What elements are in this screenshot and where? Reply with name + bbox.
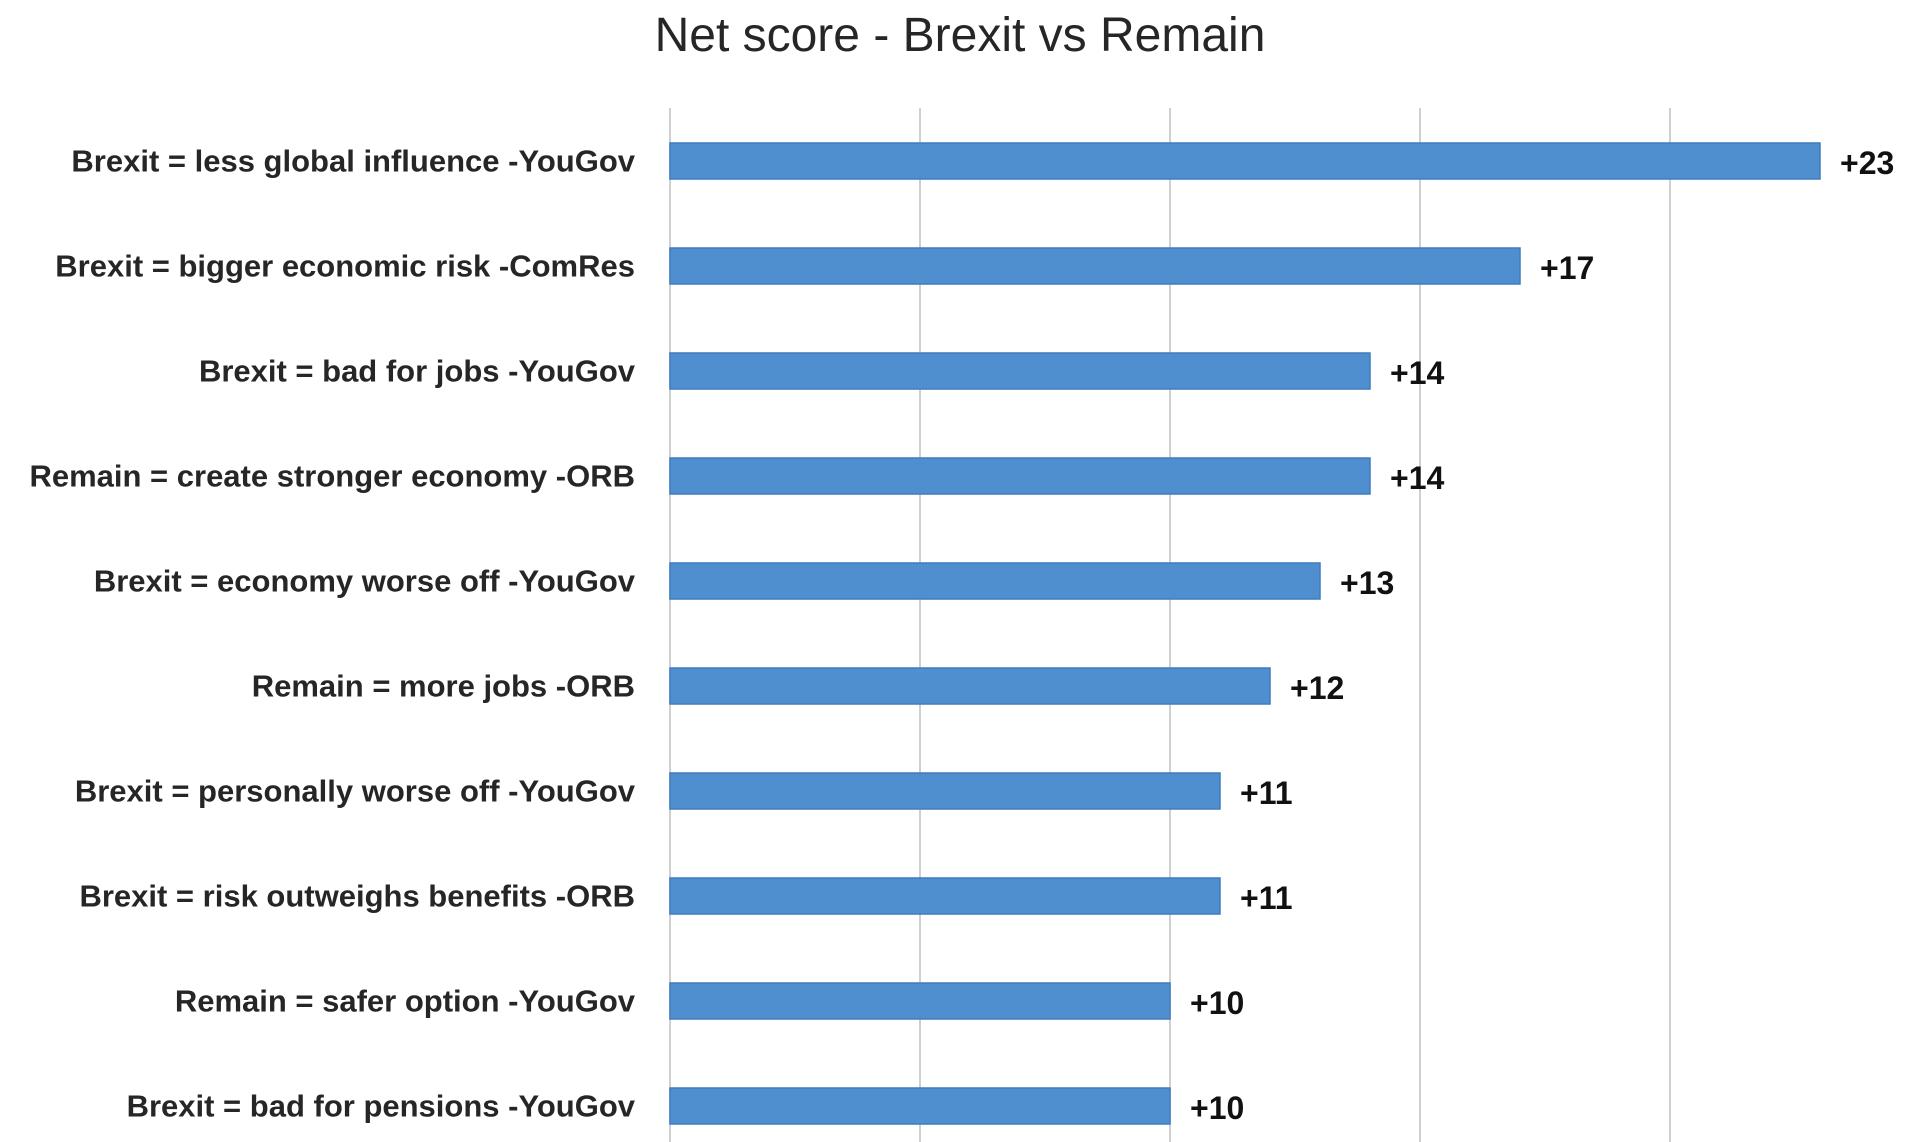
category-label: Remain = create stronger economy -ORB [29,459,635,494]
category-label: Remain = more jobs -ORB [252,669,635,704]
bar [669,352,1371,390]
category-label: Remain = safer option -YouGov [175,984,636,1019]
bar [669,457,1371,495]
category-labels: Brexit = less global influence -YouGov Br… [29,144,635,1124]
category-label: Brexit = bad for jobs -YouGov [199,354,636,389]
bar [669,982,1171,1020]
category-label: Brexit = personally worse off -YouGov [75,774,636,809]
bar [669,667,1271,705]
bar [669,772,1221,810]
bars [669,142,1821,1125]
data-label: +10 [1190,985,1244,1021]
data-label: +10 [1190,1090,1244,1126]
bar [669,247,1521,285]
data-label: +17 [1540,250,1594,286]
chart-title: Net score - Brexit vs Remain [654,9,1266,62]
data-labels: +23 +17 +14 +14 +13 +12 +11 +11 +10 +10 [1190,145,1894,1126]
category-label: Brexit = risk outweighs benefits -ORB [79,879,635,914]
data-label: +13 [1340,565,1394,601]
bar [669,562,1321,600]
data-label: +11 [1240,775,1293,811]
category-label: Brexit = bad for pensions -YouGov [127,1089,636,1124]
bar [669,877,1221,915]
category-label: Brexit = bigger economic risk -ComRes [55,249,635,284]
bar [669,142,1821,180]
category-label: Brexit = less global influence -YouGov [71,144,635,179]
data-label: +14 [1390,460,1444,496]
data-label: +23 [1840,145,1894,181]
bar [669,1087,1171,1125]
data-label: +12 [1290,670,1344,706]
data-label: +14 [1390,355,1444,391]
category-label: Brexit = economy worse off -YouGov [94,564,636,599]
data-label: +11 [1240,880,1293,916]
